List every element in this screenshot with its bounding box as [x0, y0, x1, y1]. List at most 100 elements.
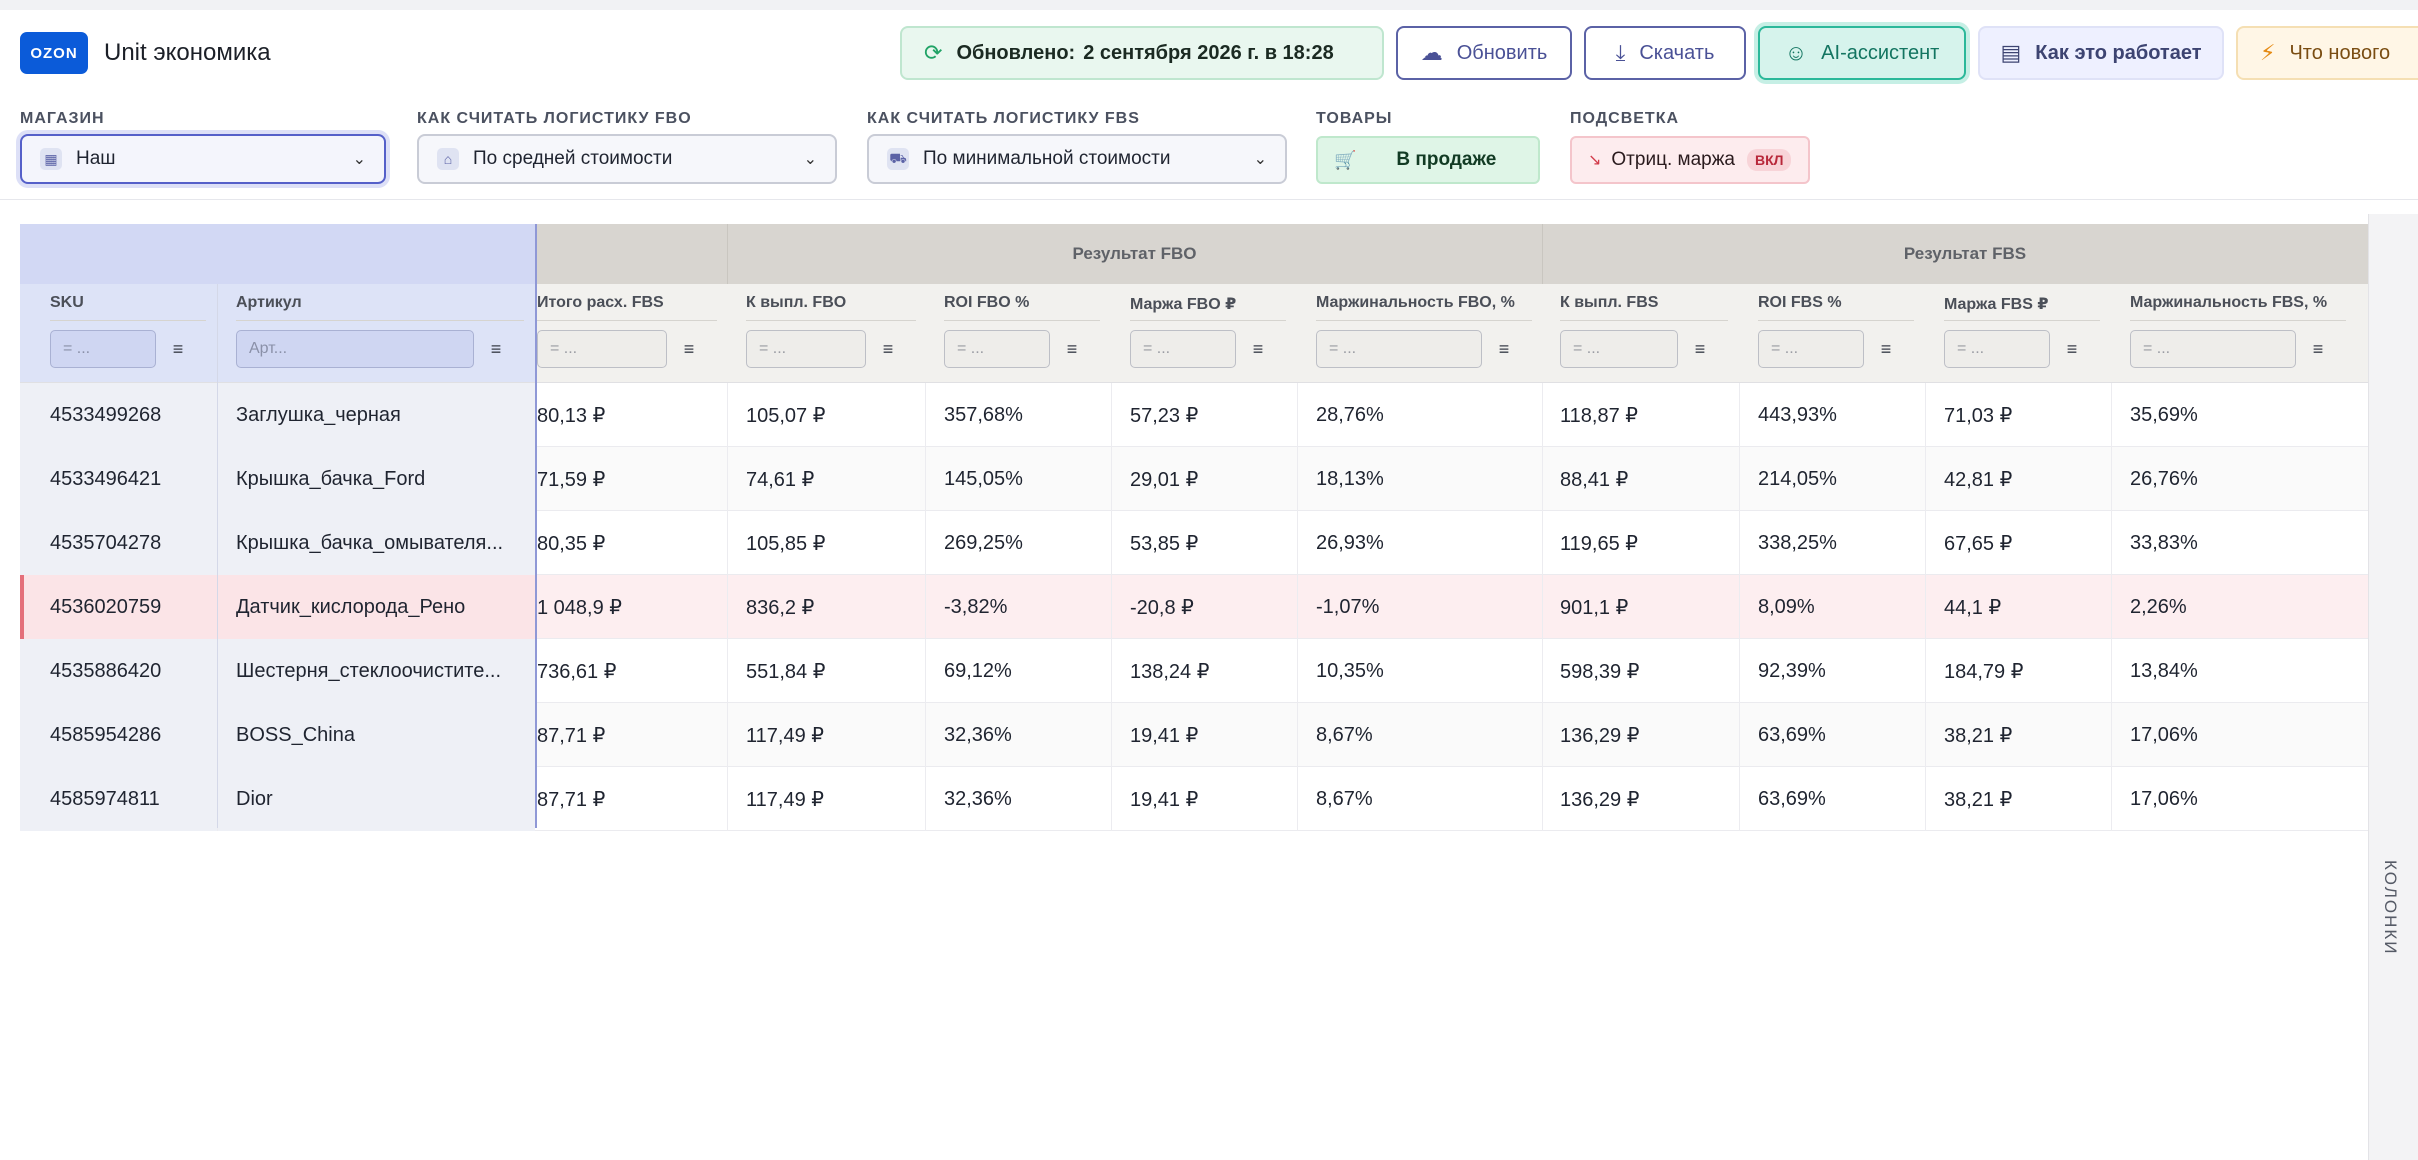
filter-input-margin-fbs[interactable]: = ...	[1944, 330, 2050, 368]
refresh-button[interactable]: ☁ Обновить	[1396, 26, 1572, 80]
filter-icon[interactable]: ≡	[1880, 338, 1892, 359]
chevron-down-icon: ⌄	[1253, 151, 1267, 168]
cell-margin-fbo: 19,41 ₽	[1130, 788, 1199, 811]
cell-divider	[1739, 383, 1740, 447]
filter-input-roi-fbs[interactable]: = ...	[1758, 330, 1864, 368]
cell-roi-fbo: 145,05%	[944, 467, 1023, 490]
ai-assistant-button[interactable]: ☺ AI-ассистент	[1758, 26, 1966, 80]
column-header-roi-fbs[interactable]: ROI FBS %	[1758, 294, 1842, 311]
in-sale-toggle[interactable]: 🛒 В продаже	[1316, 136, 1540, 184]
whats-new-button[interactable]: ⚡ Что нового	[2236, 26, 2418, 80]
column-header-marginality-fbo[interactable]: Маржинальность FBO, %	[1316, 294, 1515, 311]
cell-divider	[1297, 383, 1298, 447]
cell-divider	[1925, 447, 1926, 511]
cell-divider	[1925, 703, 1926, 767]
columns-panel-label[interactable]: КОЛОНКИ	[2381, 860, 2400, 956]
filter-icon[interactable]: ≡	[2066, 338, 2078, 359]
cell-divider	[1739, 575, 1740, 639]
table-row[interactable]: 4536020759 Датчик_кислорода_Рено 1 048,9 ₽…	[20, 575, 2368, 639]
filter-input-total-fbs[interactable]: = ...	[537, 330, 667, 368]
download-button[interactable]: ⤓ Скачать	[1584, 26, 1746, 80]
filter-input-sku[interactable]: = ...	[50, 330, 156, 368]
store-filter-label: МАГАЗИН	[20, 110, 105, 127]
frozen-column-divider	[217, 284, 218, 828]
cell-divider	[1111, 575, 1112, 639]
cell-divider	[1542, 703, 1543, 767]
column-header-artikul[interactable]: Артикул	[236, 294, 302, 311]
cell-roi-fbo: -3,82%	[944, 595, 1008, 618]
filter-input-payout-fbo[interactable]: = ...	[746, 330, 866, 368]
cell-divider	[1297, 511, 1298, 575]
cell-roi-fbs: 92,39%	[1758, 659, 1826, 682]
cell-sku: 4535886420	[50, 659, 162, 682]
column-header-total-fbs[interactable]: Итого расх. FBS	[537, 294, 664, 311]
negative-margin-toggle[interactable]: ↘ Отриц. маржа ВКЛ	[1570, 136, 1810, 184]
table-row[interactable]: 4533499268 Заглушка_черная 80,13 ₽ 105,07 ₽…	[20, 383, 2368, 447]
cell-divider	[727, 383, 728, 447]
cell-divider	[1542, 575, 1543, 639]
filter-icon[interactable]: ≡	[490, 338, 502, 359]
filter-icon[interactable]: ≡	[683, 338, 695, 359]
cell-divider	[727, 767, 728, 831]
cell-margin-fbo: 57,23 ₽	[1130, 404, 1199, 427]
columns-side-panel[interactable]	[2368, 214, 2418, 1160]
filter-input-roi-fbo[interactable]: = ...	[944, 330, 1050, 368]
how-it-works-button[interactable]: ▤ Как это работает	[1978, 26, 2224, 80]
filter-icon[interactable]: ≡	[2312, 338, 2324, 359]
column-header-margin-fbo[interactable]: Маржа FBO ₽	[1130, 296, 1237, 313]
cell-divider	[1111, 447, 1112, 511]
header-underline	[236, 320, 524, 321]
fbo-logistics-select[interactable]: ⌂ По средней стоимости ⌄	[417, 134, 837, 184]
table-row[interactable]: 4533496421 Крышка_бачка_Ford 71,59 ₽ 74,61 …	[20, 447, 2368, 511]
column-header-marginality-fbs[interactable]: Маржинальность FBS, %	[2130, 294, 2328, 311]
cell-artikul: Dior	[236, 787, 273, 810]
fbs-logistics-select[interactable]: ⛟ По минимальной стоимости ⌄	[867, 134, 1287, 184]
filter-input-marginality-fbo[interactable]: = ...	[1316, 330, 1482, 368]
column-header-payout-fbo[interactable]: К выпл. FBO	[746, 294, 847, 311]
cell-payout-fbs: 119,65 ₽	[1560, 532, 1638, 555]
refresh-label: Обновить	[1456, 41, 1548, 64]
group-header-fbs: Результат FBS	[1903, 244, 2027, 263]
filter-icon[interactable]: ≡	[882, 338, 894, 359]
updated-status: ⟳ Обновлено: 2 сентября 2026 г. в 18:28	[900, 26, 1384, 80]
frozen-cells-bg	[20, 639, 535, 703]
cell-payout-fbo: 105,85 ₽	[746, 532, 826, 555]
column-header-margin-fbs[interactable]: Маржа FBS ₽	[1944, 296, 2049, 313]
filter-input-marginality-fbs[interactable]: = ...	[2130, 330, 2296, 368]
column-header-sku[interactable]: SKU	[50, 294, 84, 311]
filter-icon[interactable]: ≡	[1694, 338, 1706, 359]
table-row[interactable]: 4585974811 Dior 87,71 ₽ 117,49 ₽ 32,36% 19,41…	[20, 767, 2368, 831]
header-underline	[944, 320, 1100, 321]
download-icon: ⤓	[1615, 40, 1626, 65]
filter-input-margin-fbo[interactable]: = ...	[1130, 330, 1236, 368]
filter-icon[interactable]: ≡	[1498, 338, 1510, 359]
cell-roi-fbo: 269,25%	[944, 531, 1023, 554]
page-title: Unit экономика	[104, 39, 271, 66]
cell-artikul: Крышка_бачка_Ford	[236, 467, 426, 490]
cell-marginality-fbs: 17,06%	[2130, 787, 2198, 810]
header-underline	[746, 320, 916, 321]
updated-value: 2 сентября 2026 г. в 18:28	[1083, 41, 1334, 64]
cell-margin-fbo: 29,01 ₽	[1130, 468, 1199, 491]
trending-down-icon: ↘	[1588, 152, 1602, 169]
column-header-roi-fbo[interactable]: ROI FBO %	[944, 294, 1030, 311]
header-underline	[1560, 320, 1728, 321]
filter-icon[interactable]: ≡	[1066, 338, 1078, 359]
table-row[interactable]: 4585954286 BOSS_China 87,71 ₽ 117,49 ₽ 32,36…	[20, 703, 2368, 767]
column-header-payout-fbs[interactable]: К выпл. FBS	[1560, 294, 1659, 311]
table-row[interactable]: 4535886420 Шестерня_стеклоочистите... 736,…	[20, 639, 2368, 703]
table-row[interactable]: 4535704278 Крышка_бачка_омывателя... 80,35…	[20, 511, 2368, 575]
filter-icon[interactable]: ≡	[1252, 338, 1264, 359]
cell-divider	[1111, 639, 1112, 703]
frozen-cells-bg	[20, 703, 535, 767]
cell-payout-fbs: 118,87 ₽	[1560, 404, 1638, 427]
store-select[interactable]: ▦ Наш ⌄	[20, 134, 386, 184]
cell-marginality-fbo: 26,93%	[1316, 531, 1384, 554]
frozen-cells-bg	[20, 383, 535, 447]
cell-payout-fbs: 88,41 ₽	[1560, 468, 1629, 491]
cell-payout-fbo: 117,49 ₽	[746, 724, 824, 747]
filter-input-artikul[interactable]: Арт...	[236, 330, 474, 368]
filter-input-payout-fbs[interactable]: = ...	[1560, 330, 1678, 368]
filter-icon[interactable]: ≡	[172, 338, 184, 359]
cell-payout-fbo: 105,07 ₽	[746, 404, 826, 427]
